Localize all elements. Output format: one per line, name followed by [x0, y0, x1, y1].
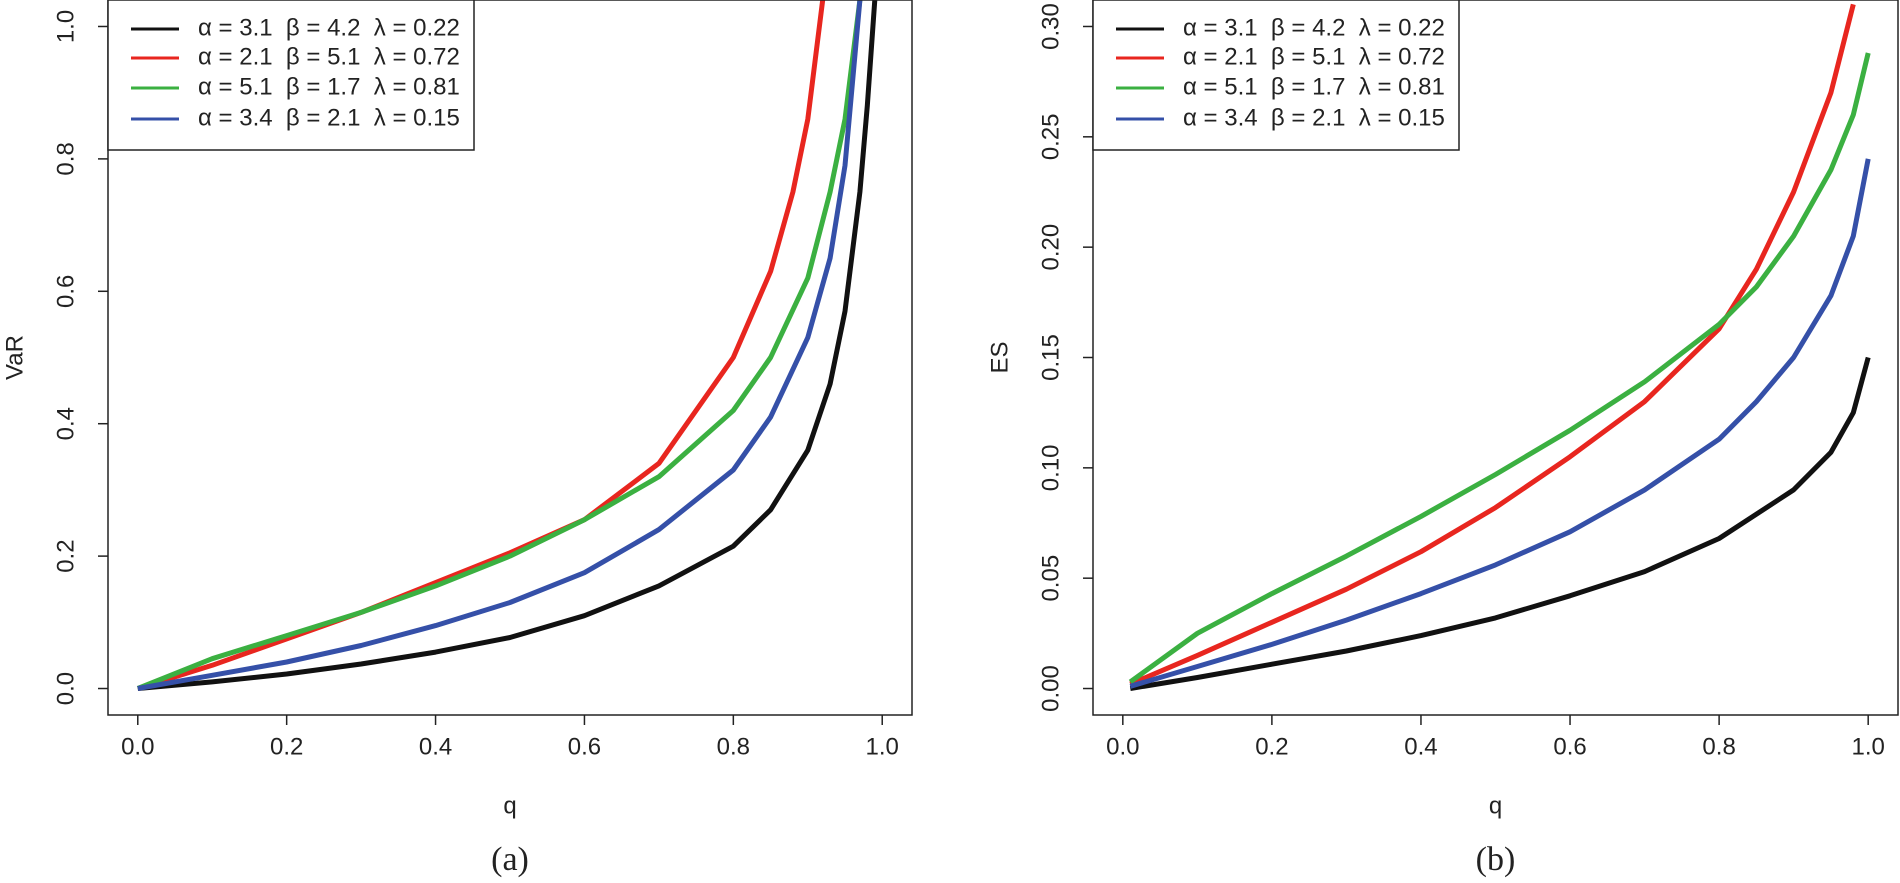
x-tick-label: 0.0	[1106, 733, 1139, 760]
y-axis-label: VaR	[1, 335, 28, 380]
x-tick-label: 0.0	[121, 733, 154, 760]
plot-frame	[1092, 0, 1899, 716]
x-axis-label: q	[503, 792, 516, 819]
line-series	[1129, 3, 1856, 687]
x-tick-label: 0.6	[1553, 733, 1586, 760]
y-tick-label: 0.00	[1037, 665, 1064, 712]
x-tick-label: 0.4	[1404, 733, 1437, 760]
plot-area	[1128, 3, 1871, 691]
x-tick-label: 0.6	[568, 733, 601, 760]
y-tick-label: 0.0	[52, 672, 79, 705]
legend-label: α = 3.1 β = 4.2 λ = 0.22	[1183, 14, 1445, 41]
line-series	[1129, 158, 1871, 689]
y-tick-label: 0.30	[1037, 3, 1064, 50]
line-series	[137, 0, 863, 691]
y-tick-label: 0.8	[52, 142, 79, 175]
y-tick-label: 0.15	[1037, 334, 1064, 381]
x-tick-label: 0.2	[1255, 733, 1288, 760]
legend-label: α = 2.1 β = 5.1 λ = 0.72	[198, 43, 460, 70]
legend-label: α = 3.4 β = 2.1 λ = 0.15	[198, 104, 460, 131]
caption: (b)	[1476, 841, 1516, 878]
plot-frame	[107, 0, 913, 716]
y-tick-label: 0.2	[52, 539, 79, 572]
plot-area	[136, 0, 878, 691]
legend-label: α = 3.4 β = 2.1 λ = 0.15	[1183, 104, 1445, 131]
y-tick-label: 1.0	[52, 10, 79, 43]
line-series	[136, 0, 863, 691]
x-tick-label: 1.0	[866, 733, 899, 760]
legend-label: α = 5.1 β = 1.7 λ = 0.81	[1183, 73, 1445, 100]
y-tick-label: 0.4	[52, 407, 79, 440]
legend-box	[1092, 0, 1460, 151]
x-tick-label: 1.0	[1851, 733, 1884, 760]
line-series	[1128, 52, 1871, 684]
y-axis-label: ES	[986, 341, 1013, 373]
line-series	[137, 0, 878, 691]
x-tick-label: 0.4	[419, 733, 452, 760]
legend-label: α = 3.1 β = 4.2 λ = 0.22	[198, 14, 460, 41]
x-tick-label: 0.8	[717, 733, 750, 760]
x-tick-label: 0.8	[1702, 733, 1735, 760]
legend-label: α = 2.1 β = 5.1 λ = 0.72	[1183, 43, 1445, 70]
y-tick-label: 0.25	[1037, 113, 1064, 160]
y-tick-label: 0.20	[1037, 224, 1064, 271]
y-tick-label: 0.10	[1037, 444, 1064, 491]
x-tick-label: 0.2	[270, 733, 303, 760]
legend-label: α = 5.1 β = 1.7 λ = 0.81	[198, 73, 460, 100]
x-axis-label: q	[1489, 792, 1502, 819]
y-tick-label: 0.6	[52, 275, 79, 308]
line-series	[1129, 356, 1871, 691]
y-tick-label: 0.05	[1037, 555, 1064, 602]
legend-box	[107, 0, 475, 151]
caption: (a)	[491, 841, 529, 878]
